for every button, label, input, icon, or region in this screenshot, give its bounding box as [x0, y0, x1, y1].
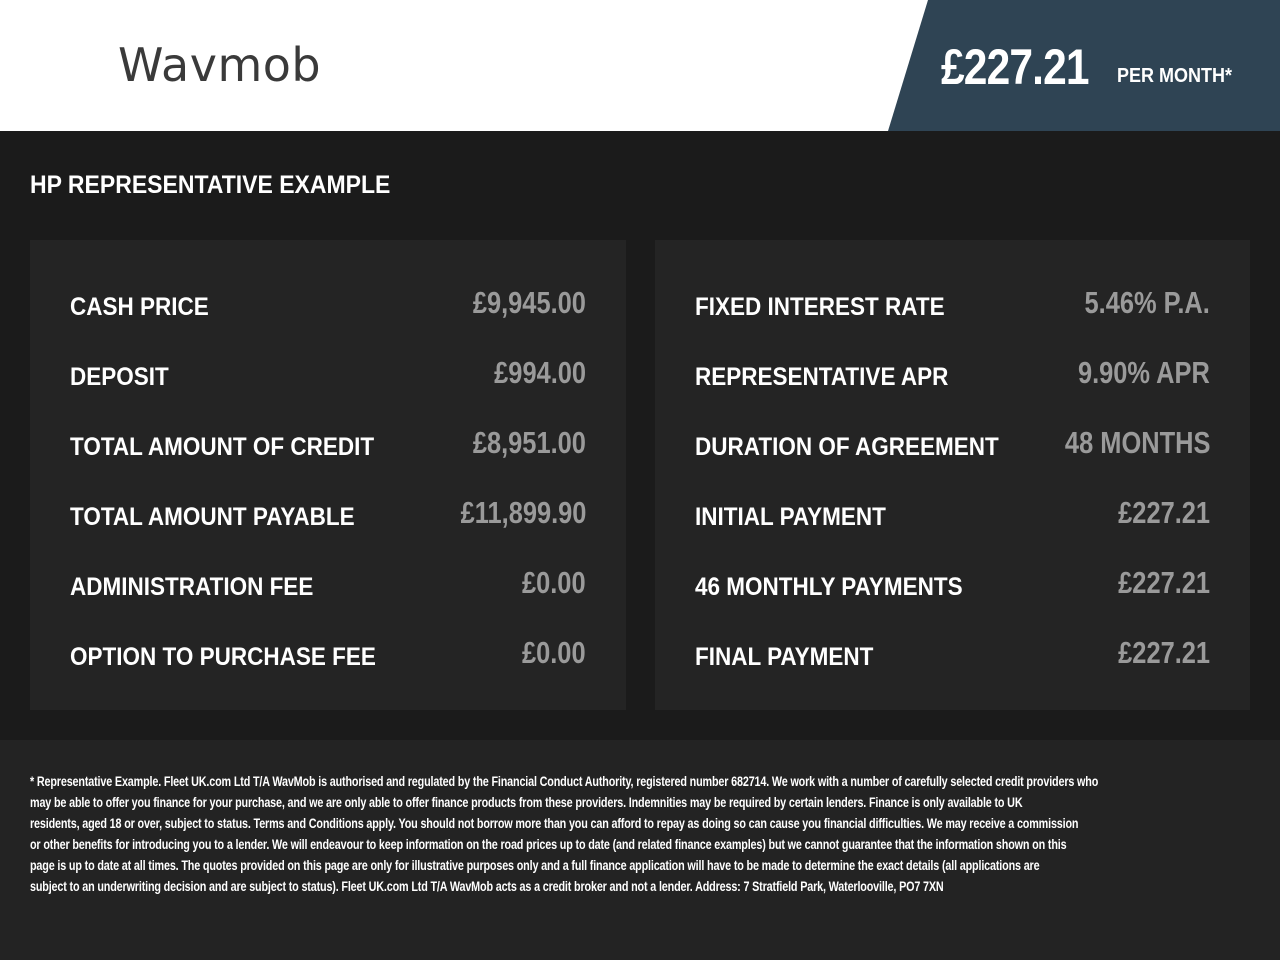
row-value: £0.00: [522, 635, 586, 670]
row-value: £0.00: [522, 565, 586, 600]
finance-row: TOTAL AMOUNT OF CREDIT £8,951.00: [70, 425, 586, 465]
row-label: ADMINISTRATION FEE: [70, 573, 314, 601]
row-label: TOTAL AMOUNT PAYABLE: [70, 503, 355, 531]
row-label: FIXED INTEREST RATE: [695, 293, 945, 321]
row-label: CASH PRICE: [70, 293, 209, 321]
section-title: HP REPRESENTATIVE EXAMPLE: [30, 171, 391, 199]
row-value: £227.21: [1118, 565, 1210, 600]
disclaimer-text: * Representative Example. Fleet UK.com L…: [30, 771, 1280, 897]
finance-row: INITIAL PAYMENT £227.21: [695, 495, 1210, 535]
row-value: 48 MONTHS: [1064, 425, 1210, 460]
row-value: £994.00: [494, 355, 586, 390]
disclaimer-line: may be able to offer you finance for you…: [30, 795, 1023, 810]
row-value: 5.46% P.A.: [1084, 285, 1210, 320]
disclaimer-line: * Representative Example. Fleet UK.com L…: [30, 774, 1099, 789]
row-label: DURATION OF AGREEMENT: [695, 433, 999, 461]
finance-row: CASH PRICE £9,945.00: [70, 285, 586, 325]
disclaimer-footer: * Representative Example. Fleet UK.com L…: [0, 740, 1280, 960]
row-value: £227.21: [1118, 495, 1210, 530]
row-label: TOTAL AMOUNT OF CREDIT: [70, 433, 375, 461]
row-value: 9.90% APR: [1078, 355, 1210, 390]
finance-row: DEPOSIT £994.00: [70, 355, 586, 395]
row-value: £8,951.00: [472, 425, 586, 460]
row-label: FINAL PAYMENT: [695, 643, 874, 671]
row-value: £227.21: [1118, 635, 1210, 670]
disclaimer-line: subject to an underwriting decision and …: [30, 879, 944, 894]
right-finance-panel: FIXED INTEREST RATE 5.46% P.A. REPRESENTAT…: [655, 240, 1250, 710]
finance-row: FIXED INTEREST RATE 5.46% P.A.: [695, 285, 1210, 325]
finance-row: TOTAL AMOUNT PAYABLE £11,899.90: [70, 495, 586, 535]
disclaimer-line: residents, aged 18 or over, subject to s…: [30, 816, 1079, 831]
row-value: £11,899.90: [460, 495, 586, 530]
finance-row: ADMINISTRATION FEE £0.00: [70, 565, 586, 605]
monthly-price: £227.21: [941, 39, 1090, 95]
finance-row: OPTION TO PURCHASE FEE £0.00: [70, 635, 586, 675]
finance-row: 46 MONTHLY PAYMENTS £227.21: [695, 565, 1210, 605]
price-band: [888, 0, 1280, 131]
left-finance-panel: CASH PRICE £9,945.00 DEPOSIT £994.00 TOTAL A…: [30, 240, 626, 710]
row-label: 46 MONTHLY PAYMENTS: [695, 573, 963, 601]
header: Wavmob £227.21 PER MONTH*: [0, 0, 1280, 131]
disclaimer-line: page is up to date at all times. The quo…: [30, 858, 1040, 873]
row-label: OPTION TO PURCHASE FEE: [70, 643, 376, 671]
row-label: REPRESENTATIVE APR: [695, 363, 949, 391]
finance-row: FINAL PAYMENT £227.21: [695, 635, 1210, 675]
finance-row: REPRESENTATIVE APR 9.90% APR: [695, 355, 1210, 395]
row-label: DEPOSIT: [70, 363, 169, 391]
row-value: £9,945.00: [472, 285, 586, 320]
logo[interactable]: Wavmob: [118, 38, 322, 92]
per-month-label: PER MONTH*: [1117, 65, 1233, 87]
row-label: INITIAL PAYMENT: [695, 503, 886, 531]
disclaimer-line: or other benefits for introducing you to…: [30, 837, 1067, 852]
finance-row: DURATION OF AGREEMENT 48 MONTHS: [695, 425, 1210, 465]
